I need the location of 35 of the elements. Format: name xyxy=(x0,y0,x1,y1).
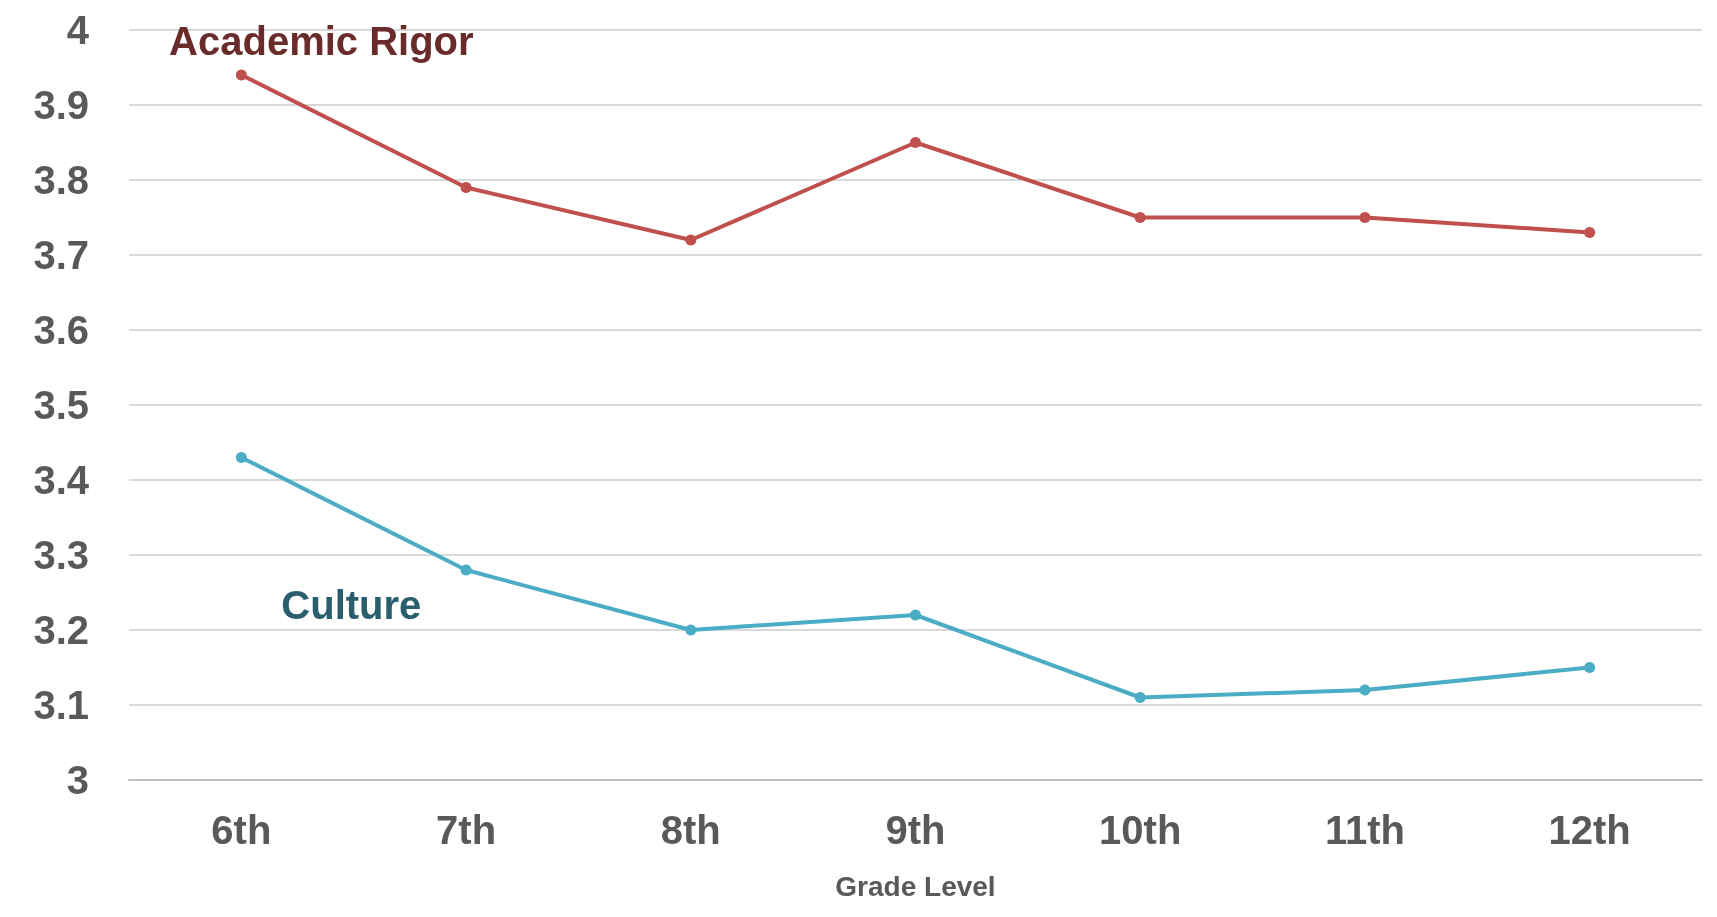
point xyxy=(1134,212,1146,223)
x-tick-label: 7th xyxy=(436,808,497,852)
point xyxy=(685,234,697,246)
point xyxy=(1584,227,1596,238)
x-tick-label: 9th xyxy=(885,808,946,852)
x-tick-label: 8th xyxy=(660,808,721,852)
x-tick-label: 11th xyxy=(1324,808,1405,852)
point xyxy=(910,137,921,148)
y-tick-label: 4 xyxy=(66,8,90,52)
x-tick-label: 10th xyxy=(1099,808,1182,852)
y-tick-label: 3.7 xyxy=(33,233,89,277)
series-label: Academic Rigor xyxy=(169,18,474,63)
y-tick-label: 3.8 xyxy=(33,158,89,202)
x-tick-label: 6th xyxy=(211,808,272,852)
y-tick-label: 3.5 xyxy=(33,383,89,427)
point xyxy=(235,69,247,81)
point xyxy=(1359,684,1371,696)
x-axis-title: Grade Level xyxy=(835,870,996,902)
y-tick-label: 3.1 xyxy=(33,683,89,727)
point xyxy=(1584,662,1596,673)
y-tick-label: 3.9 xyxy=(33,83,89,127)
x-tick-label: 12th xyxy=(1548,808,1631,852)
point xyxy=(460,182,472,193)
y-tick-label: 3.4 xyxy=(33,458,90,502)
y-tick-label: 3.6 xyxy=(33,308,89,352)
point xyxy=(1359,212,1371,223)
point xyxy=(235,452,247,463)
y-tick-label: 3.3 xyxy=(33,533,89,577)
series-label: Culture xyxy=(281,583,422,627)
y-tick-label: 3 xyxy=(66,758,89,802)
point xyxy=(910,609,921,621)
point xyxy=(1134,692,1146,703)
y-tick-label: 3.2 xyxy=(33,608,89,652)
point xyxy=(685,624,697,636)
point xyxy=(460,564,472,576)
